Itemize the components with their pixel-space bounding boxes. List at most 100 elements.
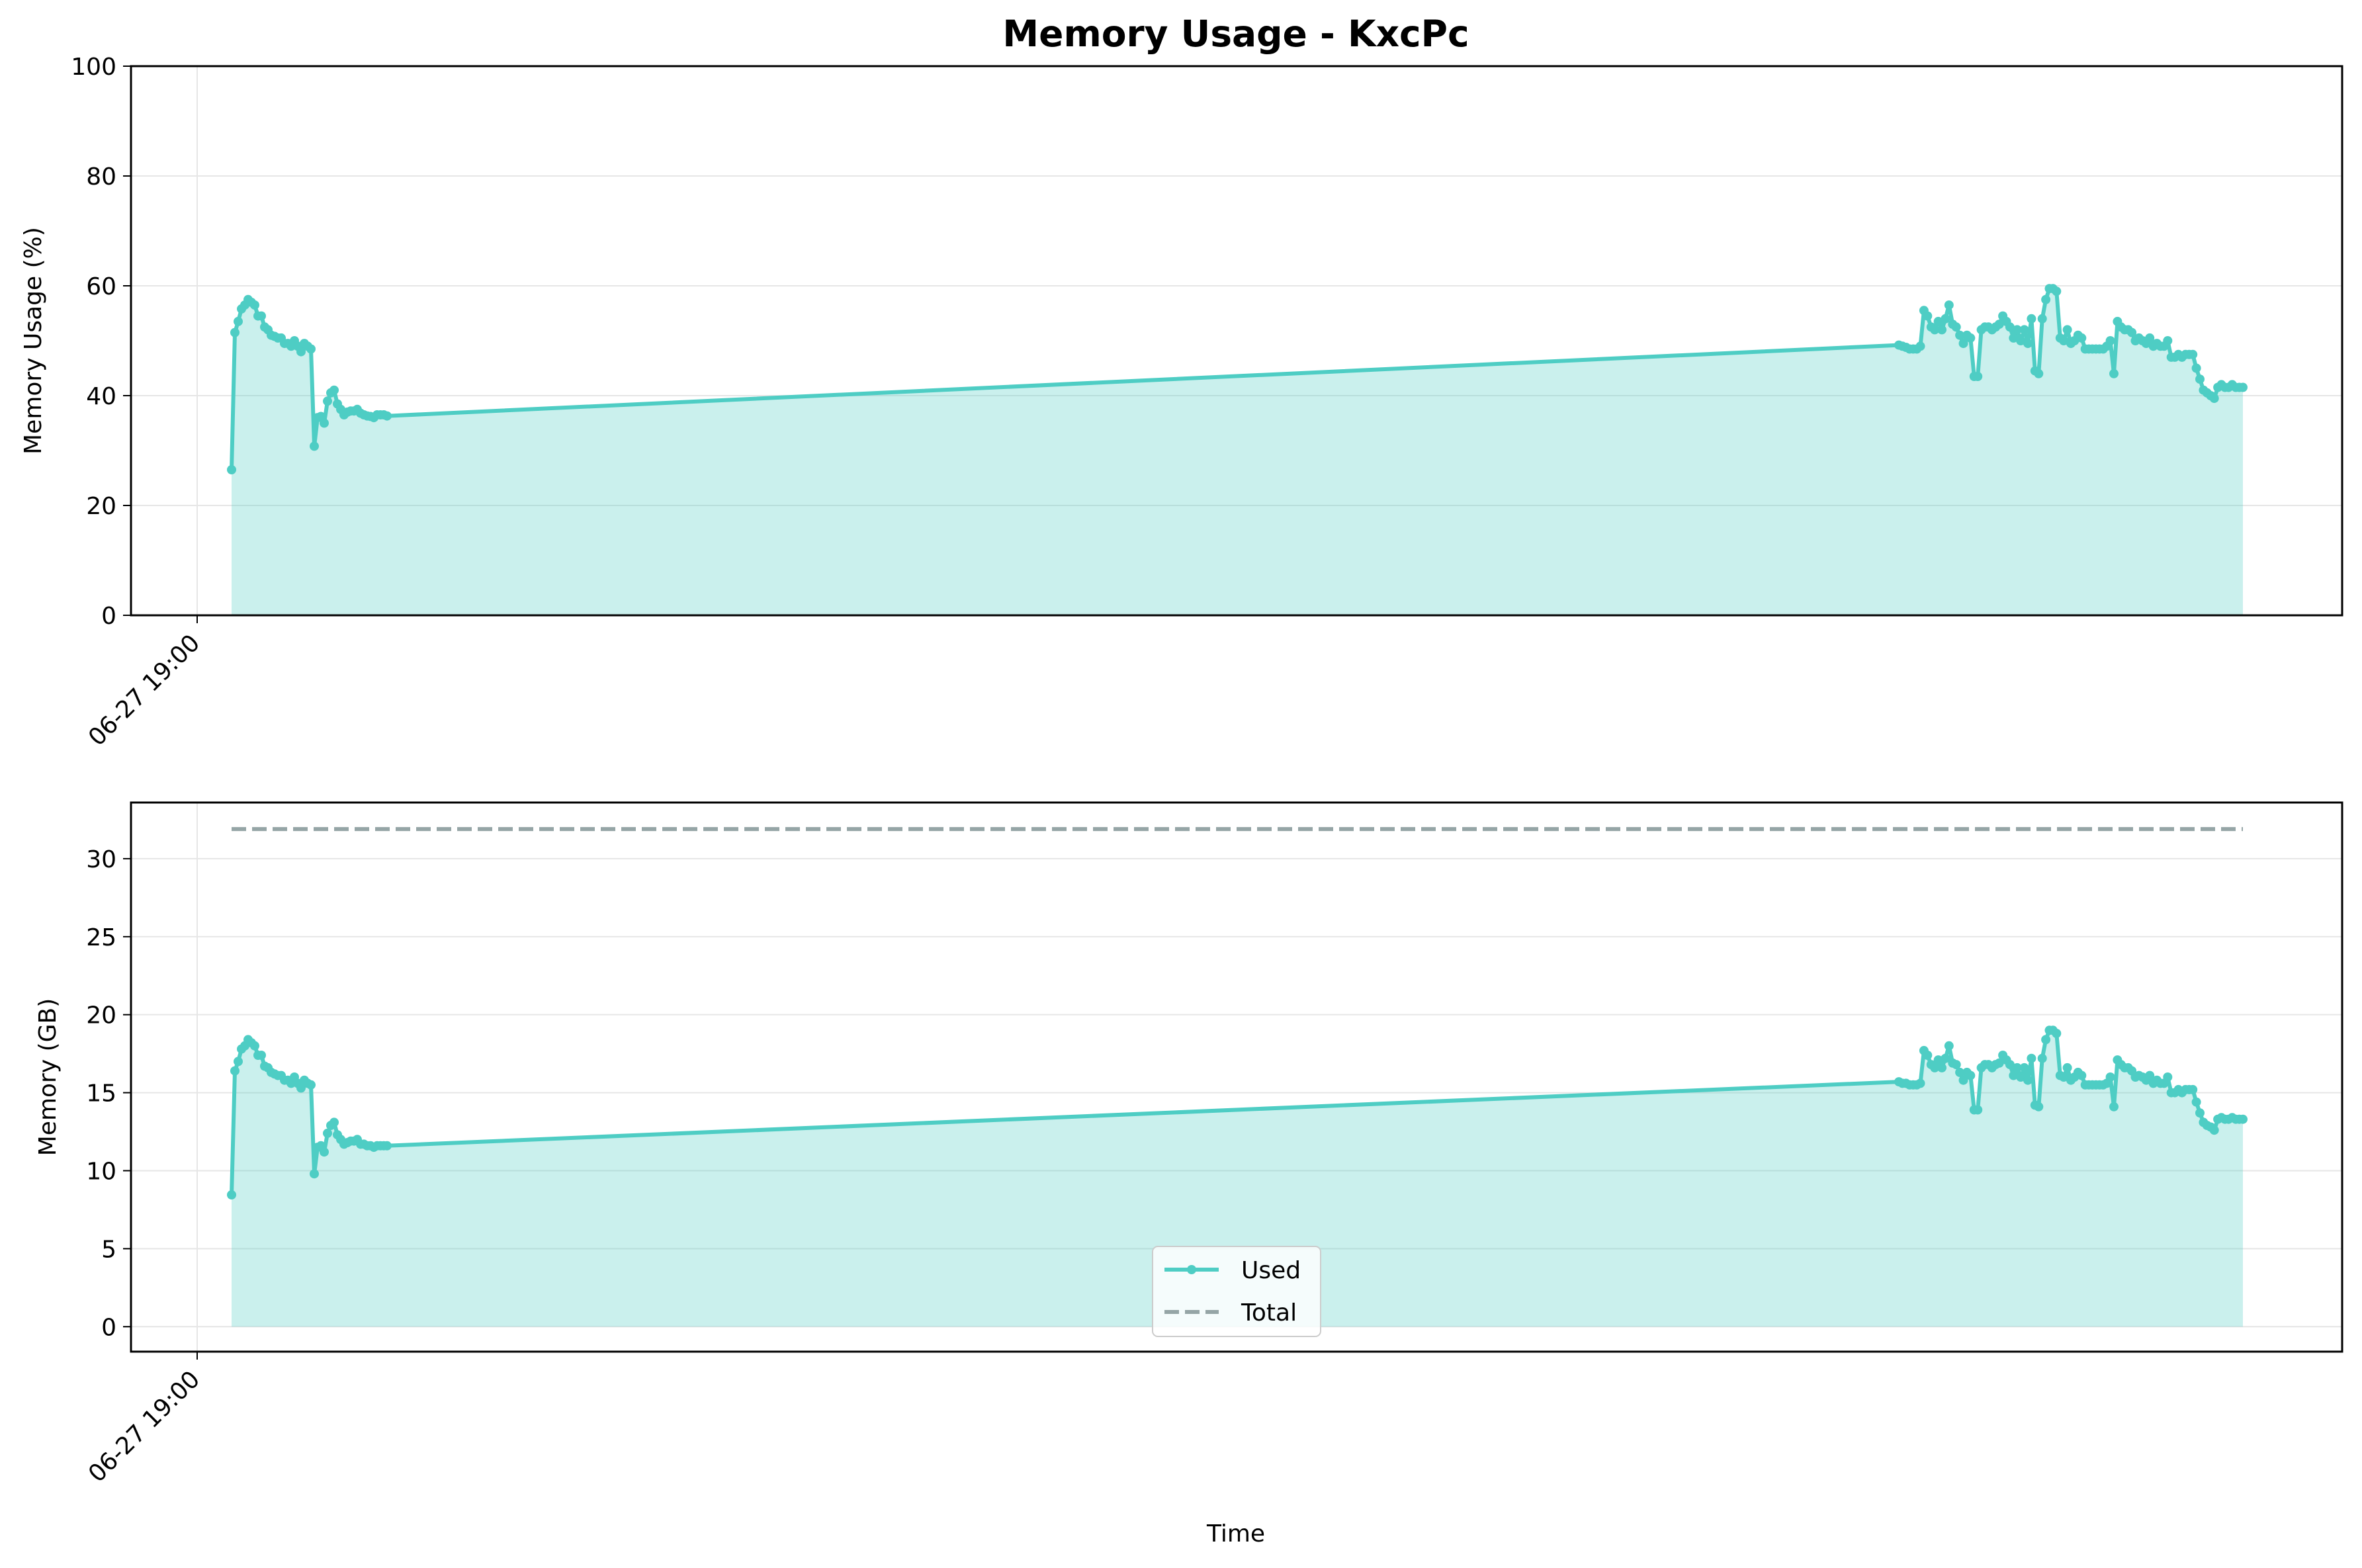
data-point	[2041, 1035, 2051, 1045]
data-point	[296, 347, 306, 357]
data-point	[2195, 374, 2205, 384]
y-tick-label: 60	[86, 273, 116, 300]
area-fill	[232, 288, 2243, 615]
data-point	[234, 1057, 243, 1067]
data-point	[2059, 1072, 2069, 1082]
data-point	[2016, 1072, 2026, 1082]
data-point	[2188, 1084, 2198, 1094]
data-point	[1915, 1078, 1925, 1088]
data-point	[320, 418, 329, 428]
data-point	[2191, 363, 2201, 373]
data-point	[1955, 330, 1965, 340]
grid	[131, 803, 2342, 1352]
data-point	[2037, 1053, 2047, 1063]
y-tick-label: 80	[86, 163, 116, 191]
area-fill-shape	[232, 288, 2243, 615]
data-point	[2027, 314, 2036, 324]
data-point	[296, 1083, 306, 1093]
data-point	[310, 441, 319, 451]
data-point	[2163, 1072, 2173, 1082]
data-point	[2105, 336, 2115, 345]
data-point	[1966, 333, 1976, 343]
data-point	[1941, 314, 1950, 324]
area-fill-shape	[232, 1030, 2243, 1327]
data-point	[2127, 327, 2137, 337]
data-point	[382, 1141, 392, 1151]
data-point	[1994, 1058, 2004, 1068]
y-tick-label: 100	[71, 54, 116, 81]
data-point	[2041, 294, 2051, 304]
data-point	[329, 1117, 339, 1127]
data-point	[2105, 1072, 2115, 1082]
y-tick-label: 0	[101, 603, 116, 630]
data-point	[1933, 1055, 1943, 1065]
y-tick-label: 25	[86, 924, 116, 951]
data-point	[227, 1190, 236, 1199]
legend-label: Total	[1241, 1299, 1297, 1327]
data-point	[2191, 1097, 2201, 1107]
data-point	[1994, 320, 2004, 329]
data-point	[1944, 1041, 1954, 1051]
y-tick-label: 20	[86, 493, 116, 520]
data-point	[1915, 341, 1925, 351]
data-point	[2059, 336, 2069, 345]
data-point	[1937, 1063, 1946, 1072]
data-point	[2145, 1070, 2155, 1080]
data-point	[2163, 336, 2173, 345]
data-point	[2188, 349, 2198, 359]
legend: Used Total	[1152, 1246, 1321, 1337]
data-point	[1966, 1070, 1976, 1080]
data-point	[2209, 394, 2219, 404]
legend-label: Used	[1241, 1257, 1301, 1284]
data-point	[306, 1080, 316, 1090]
data-point	[1933, 316, 1943, 326]
data-point	[2027, 1053, 2036, 1063]
data-point	[1951, 322, 1961, 332]
data-point	[323, 1128, 332, 1138]
data-point	[1941, 1053, 1950, 1063]
data-point	[1951, 1060, 1961, 1070]
data-point	[2062, 1063, 2072, 1072]
data-point	[257, 311, 266, 321]
data-point	[227, 465, 236, 474]
data-point	[1973, 372, 1983, 381]
data-point	[2109, 1102, 2119, 1111]
data-point	[2005, 1060, 2015, 1070]
data-point	[230, 327, 240, 337]
data-point	[1958, 339, 1968, 349]
data-point	[1937, 325, 1946, 335]
data-point	[2016, 336, 2026, 345]
data-point	[2238, 382, 2248, 392]
legend-item-total: Total	[1164, 1299, 1297, 1327]
data-point	[2034, 369, 2044, 378]
data-point	[1955, 1067, 1965, 1077]
series-points	[227, 1025, 2248, 1199]
chart-title: Memory Usage - KxcPc	[1002, 13, 1469, 55]
data-point	[2034, 1102, 2044, 1111]
data-point	[2023, 1075, 2033, 1085]
data-point	[2052, 1029, 2062, 1038]
y-axis-label: Memory (GB)	[34, 998, 62, 1156]
x-axis-label: Time	[1206, 1520, 1265, 1547]
data-point	[2145, 333, 2155, 343]
data-point	[2037, 314, 2047, 324]
data-point	[306, 344, 316, 354]
data-point	[2062, 325, 2072, 335]
data-point	[2019, 325, 2029, 335]
y-tick-label: 10	[86, 1158, 116, 1185]
y-tick-label: 0	[101, 1314, 116, 1341]
data-point	[2012, 1063, 2022, 1072]
data-point	[234, 316, 243, 326]
axes-frame	[130, 65, 2343, 617]
data-point	[250, 1041, 259, 1051]
data-point	[1923, 311, 1933, 321]
data-point	[2012, 325, 2022, 335]
y-axis-label: Memory Usage (%)	[20, 227, 47, 455]
y-tick-label: 20	[86, 1002, 116, 1029]
data-point	[1973, 1105, 1983, 1115]
data-point	[2052, 286, 2062, 296]
data-point	[382, 411, 392, 421]
area-fill	[232, 1030, 2243, 1327]
